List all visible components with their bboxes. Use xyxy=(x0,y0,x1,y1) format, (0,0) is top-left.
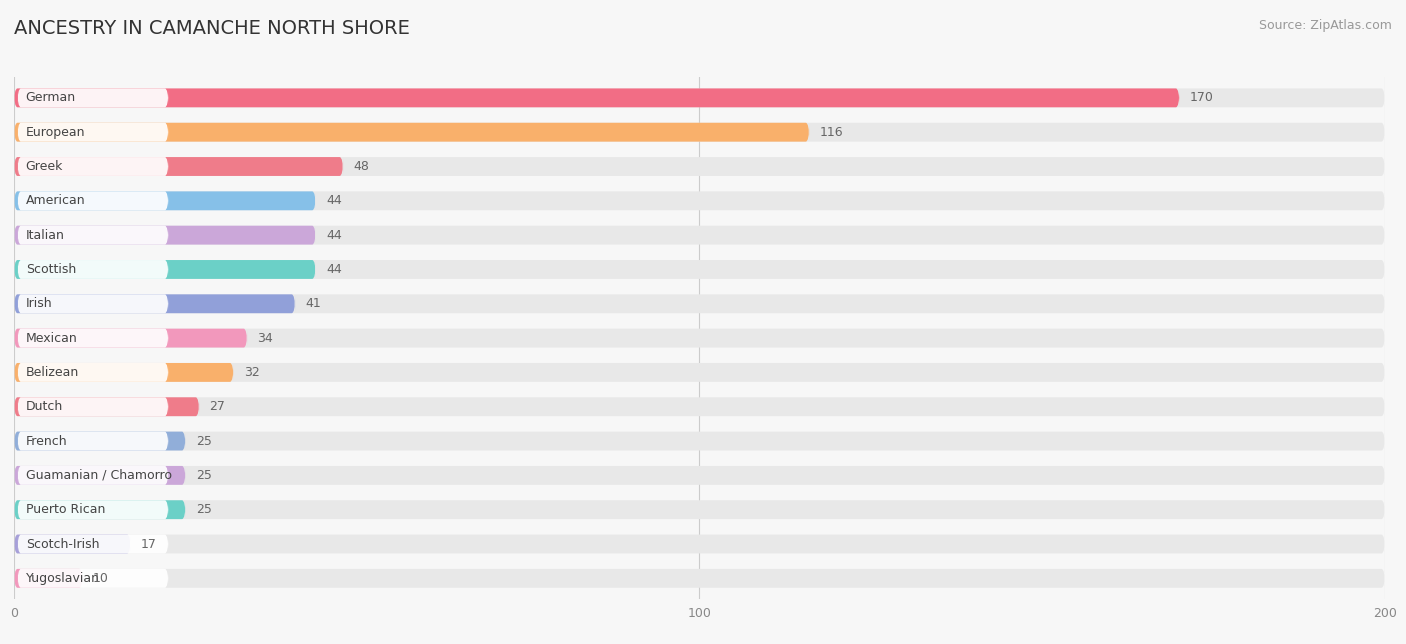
FancyBboxPatch shape xyxy=(14,431,1385,451)
FancyBboxPatch shape xyxy=(14,157,1385,176)
Text: 48: 48 xyxy=(353,160,370,173)
FancyBboxPatch shape xyxy=(14,431,186,451)
Text: Italian: Italian xyxy=(25,229,65,242)
Text: 32: 32 xyxy=(243,366,260,379)
Text: German: German xyxy=(25,91,76,104)
Text: 116: 116 xyxy=(820,126,844,138)
FancyBboxPatch shape xyxy=(17,466,169,485)
FancyBboxPatch shape xyxy=(17,260,169,279)
FancyBboxPatch shape xyxy=(17,569,169,588)
Text: Guamanian / Chamorro: Guamanian / Chamorro xyxy=(25,469,172,482)
FancyBboxPatch shape xyxy=(14,88,1385,108)
Text: Scotch-Irish: Scotch-Irish xyxy=(25,538,100,551)
FancyBboxPatch shape xyxy=(14,328,1385,348)
FancyBboxPatch shape xyxy=(17,535,169,553)
Text: Belizean: Belizean xyxy=(25,366,79,379)
FancyBboxPatch shape xyxy=(17,88,169,108)
Text: 41: 41 xyxy=(305,298,321,310)
FancyBboxPatch shape xyxy=(14,535,131,553)
FancyBboxPatch shape xyxy=(14,466,1385,485)
FancyBboxPatch shape xyxy=(14,363,233,382)
FancyBboxPatch shape xyxy=(14,191,315,210)
FancyBboxPatch shape xyxy=(14,500,186,519)
Text: Yugoslavian: Yugoslavian xyxy=(25,572,100,585)
FancyBboxPatch shape xyxy=(14,294,1385,313)
Text: Source: ZipAtlas.com: Source: ZipAtlas.com xyxy=(1258,19,1392,32)
FancyBboxPatch shape xyxy=(14,260,1385,279)
Text: 10: 10 xyxy=(93,572,108,585)
FancyBboxPatch shape xyxy=(17,294,169,313)
FancyBboxPatch shape xyxy=(14,569,1385,588)
FancyBboxPatch shape xyxy=(14,397,1385,416)
FancyBboxPatch shape xyxy=(14,500,1385,519)
FancyBboxPatch shape xyxy=(14,466,186,485)
Text: Scottish: Scottish xyxy=(25,263,76,276)
FancyBboxPatch shape xyxy=(17,363,169,382)
Text: 44: 44 xyxy=(326,263,342,276)
Text: Greek: Greek xyxy=(25,160,63,173)
Text: Irish: Irish xyxy=(25,298,52,310)
Text: 170: 170 xyxy=(1189,91,1213,104)
FancyBboxPatch shape xyxy=(14,225,315,245)
FancyBboxPatch shape xyxy=(17,328,169,348)
FancyBboxPatch shape xyxy=(14,123,810,142)
FancyBboxPatch shape xyxy=(17,500,169,519)
FancyBboxPatch shape xyxy=(14,191,1385,210)
FancyBboxPatch shape xyxy=(14,123,1385,142)
Text: European: European xyxy=(25,126,86,138)
FancyBboxPatch shape xyxy=(17,157,169,176)
Text: Dutch: Dutch xyxy=(25,400,63,413)
FancyBboxPatch shape xyxy=(14,260,315,279)
Text: American: American xyxy=(25,194,86,207)
FancyBboxPatch shape xyxy=(14,88,1180,108)
FancyBboxPatch shape xyxy=(14,397,200,416)
FancyBboxPatch shape xyxy=(14,328,247,348)
FancyBboxPatch shape xyxy=(14,569,83,588)
Text: Mexican: Mexican xyxy=(25,332,77,345)
Text: 25: 25 xyxy=(195,469,211,482)
FancyBboxPatch shape xyxy=(17,397,169,416)
FancyBboxPatch shape xyxy=(14,294,295,313)
FancyBboxPatch shape xyxy=(17,431,169,451)
Text: Puerto Rican: Puerto Rican xyxy=(25,503,105,516)
Text: 44: 44 xyxy=(326,194,342,207)
Text: 17: 17 xyxy=(141,538,156,551)
Text: 27: 27 xyxy=(209,400,225,413)
Text: French: French xyxy=(25,435,67,448)
FancyBboxPatch shape xyxy=(14,157,343,176)
Text: 34: 34 xyxy=(257,332,273,345)
Text: ANCESTRY IN CAMANCHE NORTH SHORE: ANCESTRY IN CAMANCHE NORTH SHORE xyxy=(14,19,411,39)
Text: 44: 44 xyxy=(326,229,342,242)
FancyBboxPatch shape xyxy=(17,123,169,142)
FancyBboxPatch shape xyxy=(14,363,1385,382)
FancyBboxPatch shape xyxy=(17,191,169,210)
Text: 25: 25 xyxy=(195,503,211,516)
FancyBboxPatch shape xyxy=(14,535,1385,553)
FancyBboxPatch shape xyxy=(14,225,1385,245)
Text: 25: 25 xyxy=(195,435,211,448)
FancyBboxPatch shape xyxy=(17,225,169,245)
